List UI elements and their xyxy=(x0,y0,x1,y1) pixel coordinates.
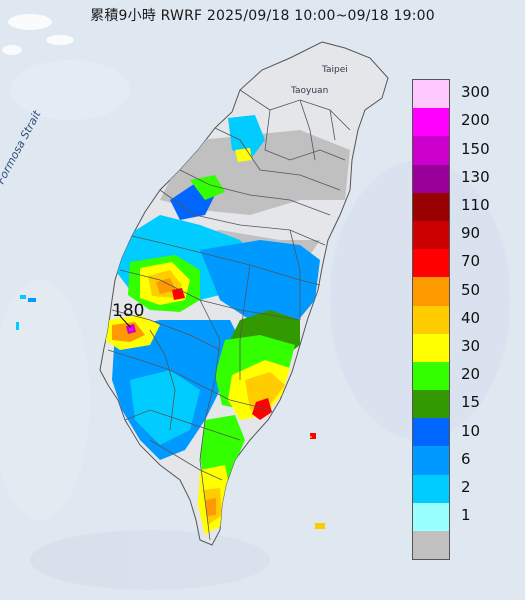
legend-label: 30 xyxy=(461,336,481,355)
legend-swatch xyxy=(413,333,449,362)
legend-label: 150 xyxy=(461,139,490,158)
coastal-clouds xyxy=(2,14,74,55)
legend-label: 2 xyxy=(461,477,471,496)
legend-swatch xyxy=(413,249,449,278)
taipei-label: Taipei xyxy=(322,65,348,75)
legend-label: 20 xyxy=(461,365,481,384)
legend-swatch xyxy=(413,80,449,109)
rainfall-fields xyxy=(105,115,350,535)
legend-swatch xyxy=(413,305,449,334)
legend-swatch xyxy=(413,108,449,137)
rain-area-200mm-peak xyxy=(129,327,133,331)
legend-label: 110 xyxy=(461,195,490,214)
taoyuan-label: Taoyuan xyxy=(291,86,329,96)
rain-area-50mm-west xyxy=(156,278,176,294)
rain-area-20mm-hills xyxy=(190,175,225,200)
rain-area-2mm-south xyxy=(130,370,200,445)
rain-area-30mm-north xyxy=(235,148,252,162)
map-title: 累積9小時 RWRF 2025/09/18 10:00~09/18 19:00 xyxy=(90,8,435,24)
offshore-islands xyxy=(16,295,325,529)
legend-swatch xyxy=(413,361,449,391)
legend-swatch xyxy=(413,502,449,531)
admin-boundaries xyxy=(107,89,351,541)
legend-swatch xyxy=(413,136,449,165)
legend-label: 300 xyxy=(461,83,490,102)
legend-label: 90 xyxy=(461,224,481,243)
legend-label: 40 xyxy=(461,308,481,327)
legend-label: 6 xyxy=(461,449,471,468)
rain-area-6mm-central xyxy=(200,240,320,330)
legend-swatch xyxy=(413,192,449,221)
legend-label: 200 xyxy=(461,111,490,130)
max-value-label: 180 xyxy=(112,301,145,321)
legend-swatch xyxy=(413,277,449,306)
legend-swatch xyxy=(413,390,449,419)
rain-area-50mm-south xyxy=(206,498,216,516)
legend-swatch xyxy=(413,531,449,560)
legend-label: 15 xyxy=(461,393,481,412)
rain-area-70mm-taitung xyxy=(252,398,272,420)
legend-swatch xyxy=(413,474,449,503)
max-rainfall-marker xyxy=(119,315,132,329)
legend-swatch xyxy=(413,446,449,475)
legend-label: 1 xyxy=(461,506,471,525)
rain-area-40mm-east xyxy=(245,372,285,410)
legend-label: 70 xyxy=(461,252,481,271)
legend-swatch xyxy=(413,164,449,193)
legend-label: 10 xyxy=(461,421,481,440)
legend-label: 50 xyxy=(461,280,481,299)
rain-area-2mm-northeast xyxy=(228,115,265,160)
legend-swatch xyxy=(413,220,449,250)
legend-label: 130 xyxy=(461,167,490,186)
color-legend xyxy=(412,79,450,561)
legend-swatch xyxy=(413,418,449,447)
